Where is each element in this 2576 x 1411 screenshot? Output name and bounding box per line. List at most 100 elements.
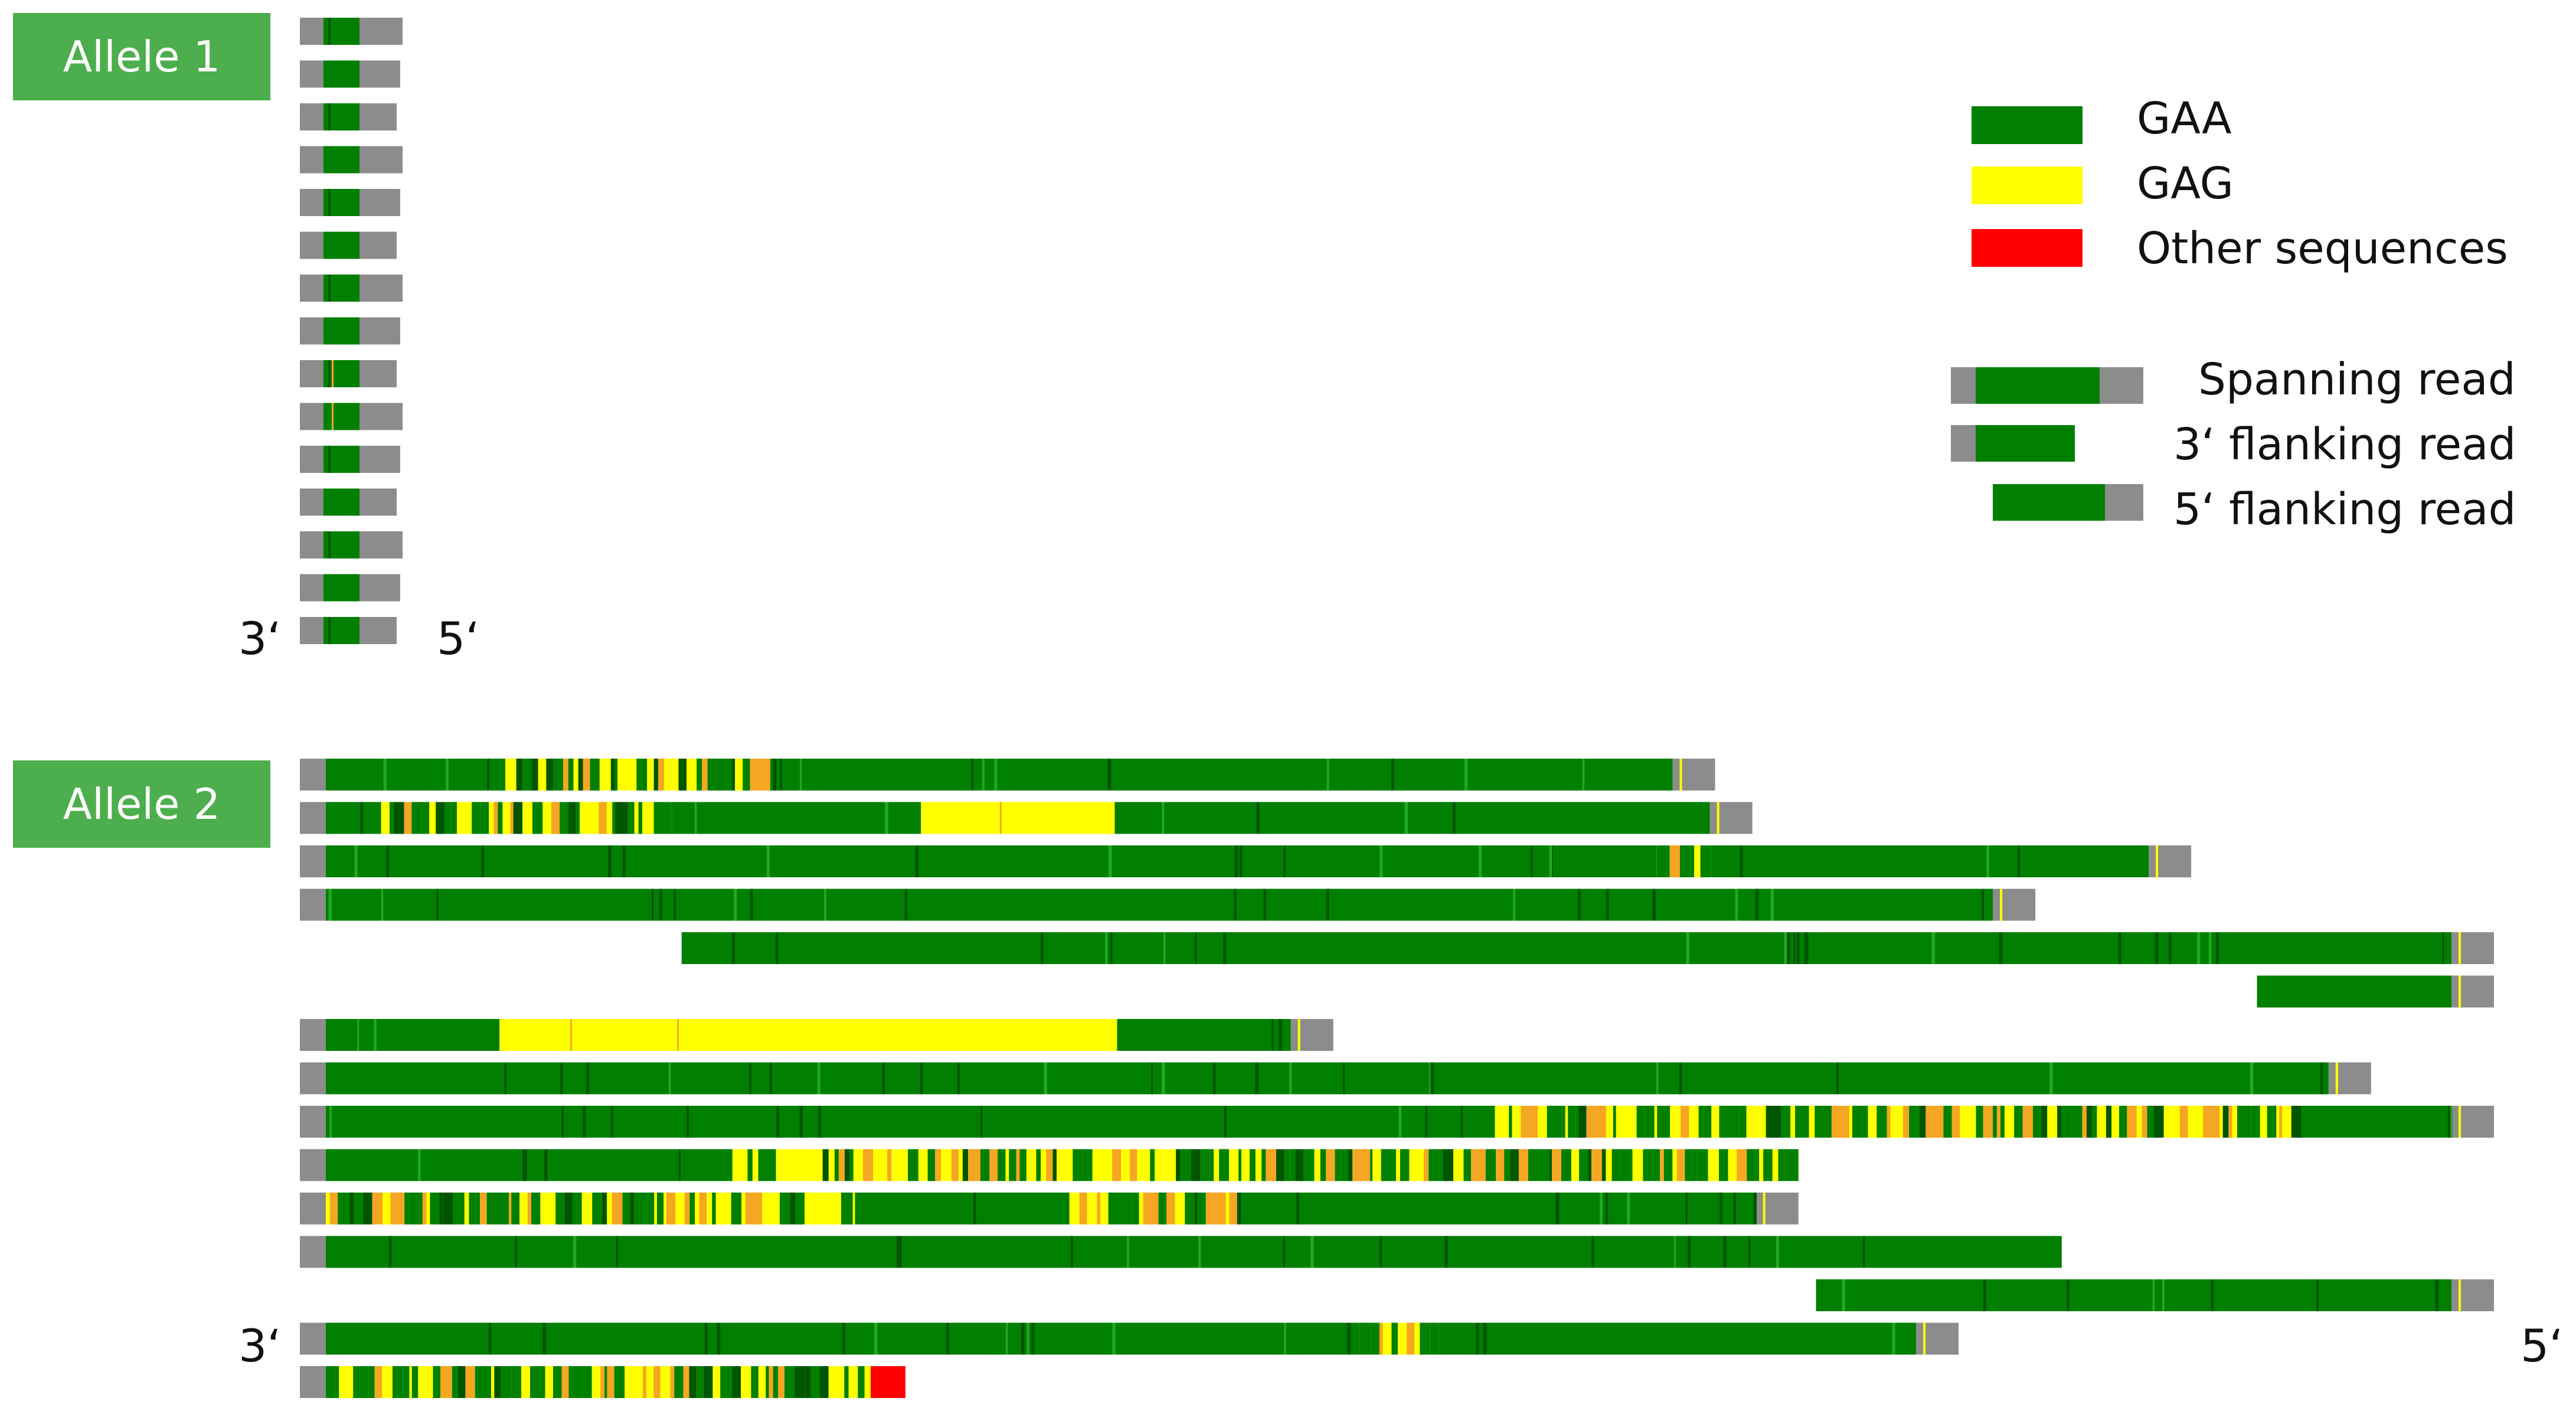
allele2-read-9-mixed-stripe bbox=[2203, 1106, 2212, 1138]
allele2-read-4-gaa-tick bbox=[904, 889, 908, 921]
allele2-read-12-gaa-tick bbox=[897, 1236, 899, 1268]
allele2-read-10-mixed-stripe bbox=[1428, 1149, 1434, 1181]
allele2-read-10-mixed-stripe bbox=[1155, 1149, 1164, 1181]
allele1-read-7-tick bbox=[328, 275, 331, 302]
allele2-read-10-mixed-stripe bbox=[1528, 1149, 1538, 1181]
allele2-read-11-mixed-stripe bbox=[1205, 1193, 1217, 1224]
allele2-read-10-mixed-stripe bbox=[1261, 1149, 1266, 1181]
allele2-read-3-gaa-tick bbox=[1740, 845, 1743, 877]
allele2-read-5-gaa-tick bbox=[1796, 932, 1800, 964]
allele2-read-9-mixed-stripe bbox=[1557, 1106, 1562, 1138]
allele2-read-15-mixed-stripe bbox=[582, 1366, 592, 1398]
allele2-read-15-mixed-stripe bbox=[773, 1366, 778, 1398]
allele2-read-11-mixed-stripe bbox=[622, 1193, 630, 1224]
allele2-read-9-mixed-stripe bbox=[1960, 1106, 1969, 1138]
allele2-read-1-gaa-tick bbox=[779, 759, 782, 791]
allele2-read-2-mixed-stripe bbox=[404, 802, 412, 834]
allele2-read-4-gaa-tick bbox=[1755, 889, 1759, 921]
allele2-read-10-mixed-stripe bbox=[1370, 1149, 1373, 1181]
allele2-read-1-mixed-stripe bbox=[538, 759, 547, 791]
allele2-read-14-gaa-tick bbox=[488, 1322, 492, 1355]
allele2-read-10-mixed-stripe bbox=[1728, 1149, 1737, 1181]
allele2-read-9-mixed-stripe bbox=[1729, 1106, 1740, 1138]
allele2-read-9-mixed-stripe bbox=[1933, 1106, 1944, 1138]
allele2-read-8-gaa-tick bbox=[2049, 1062, 2053, 1095]
allele2-read-10-mixed-stripe bbox=[1016, 1149, 1020, 1181]
allele2-read-15-mixed-stripe bbox=[511, 1366, 522, 1398]
allele2-read-10-mixed-stripe bbox=[1372, 1149, 1381, 1181]
allele2-read-15-mixed-stripe bbox=[545, 1366, 554, 1398]
allele2-read-15-mixed-stripe bbox=[646, 1366, 654, 1398]
allele2-read-9-mixed-stripe bbox=[1943, 1106, 1952, 1138]
allele2-read-10-mixed-stripe bbox=[1191, 1149, 1201, 1181]
allele2-read-9-gaa-tick bbox=[2450, 1106, 2453, 1138]
allele2-read-9-mixed-stripe bbox=[1716, 1106, 1719, 1138]
allele2-read-9-mixed-stripe bbox=[1668, 1106, 1671, 1138]
allele2-read-9-mixed-stripe bbox=[2237, 1106, 2244, 1138]
allele2-read-1-mixed-stripe bbox=[760, 759, 770, 791]
allele2-read-11-mixed-stripe bbox=[1166, 1193, 1175, 1224]
allele2-read-4-gaa-tick bbox=[734, 889, 737, 921]
allele2-read-2-mixed-stripe bbox=[450, 802, 457, 834]
allele2-read-1-mixed-stripe bbox=[623, 759, 633, 791]
allele2-read-3-mixed-stripe bbox=[1690, 845, 1695, 877]
allele2-read-5-gaa-tick bbox=[2442, 932, 2444, 964]
allele2-read-2-mixed-stripe bbox=[599, 802, 607, 834]
allele2-read-13-gaa-tick bbox=[2162, 1279, 2165, 1311]
allele2-read-12-gaa-tick bbox=[616, 1236, 618, 1268]
allele2-read-15-mixed-stripe bbox=[392, 1366, 397, 1398]
allele2-read-9-mixed-stripe bbox=[2192, 1106, 2204, 1138]
allele2-read-9-mixed-stripe bbox=[1794, 1106, 1802, 1138]
allele2-read-12-gaa-tick bbox=[1688, 1236, 1691, 1268]
allele2-read-11-mixed-stripe bbox=[426, 1193, 430, 1224]
allele2-read-3-gaa-tick bbox=[622, 845, 626, 877]
allele2-read-7-gaa-tick bbox=[374, 1019, 377, 1051]
allele2-read-2-mixed-stripe bbox=[606, 802, 613, 834]
allele2-read-3-gaa-segment bbox=[1711, 845, 2149, 877]
allele2-read-9-mixed-stripe bbox=[2097, 1106, 2106, 1138]
allele2-read-11-gaa-tick bbox=[973, 1193, 976, 1224]
allele2-read-14-mixed-stripe bbox=[1371, 1322, 1379, 1355]
allele2-read-14-gaa-tick bbox=[946, 1322, 950, 1355]
allele2-read-1-gaa-tick bbox=[1326, 759, 1329, 791]
allele2-read-9-mixed-stripe bbox=[1926, 1106, 1934, 1138]
allele2-read-2-gaa-tick bbox=[1452, 802, 1456, 834]
allele2-read-15-mixed-stripe bbox=[556, 1366, 562, 1398]
allele2-read-10-mixed-stripe bbox=[941, 1149, 952, 1181]
allele2-read-11-mixed-stripe bbox=[349, 1193, 354, 1224]
allele2-read-13-gaa-segment bbox=[1816, 1279, 2451, 1311]
allele2-read-10-mixed-stripe bbox=[1676, 1149, 1685, 1181]
allele2-read-15-mixed-stripe bbox=[452, 1366, 458, 1398]
allele2-read-10-mixed-stripe bbox=[1696, 1149, 1705, 1181]
allele2-read-5-gaa-tick bbox=[1793, 932, 1796, 964]
allele2-read-9-gaa-tick bbox=[2447, 1106, 2451, 1138]
allele2-read-11-mixed-stripe bbox=[1194, 1193, 1198, 1224]
allele2-read-5-gaa-tick bbox=[1104, 932, 1108, 964]
allele2-read-11-mixed-stripe bbox=[540, 1193, 549, 1224]
allele2-read-11-mixed-stripe bbox=[656, 1193, 664, 1224]
allele2-read-9-mixed-stripe bbox=[1756, 1106, 1761, 1138]
allele2-read-1-mixed-stripe bbox=[636, 759, 642, 791]
allele2-read-11-mixed-stripe bbox=[519, 1193, 528, 1224]
allele2-read-2-gaa-tick bbox=[884, 802, 888, 834]
allele2-read-4-gaa-tick bbox=[824, 889, 826, 921]
allele2-read-2-gaa-segment bbox=[326, 802, 381, 834]
allele2-read-15-mixed-stripe bbox=[614, 1366, 625, 1398]
allele2-read-2-mixed-stripe bbox=[664, 802, 671, 834]
allele2-read-9-mixed-stripe bbox=[1606, 1106, 1613, 1138]
allele2-read-9-mixed-stripe bbox=[2111, 1106, 2119, 1138]
allele2-read-9-gaa-tick bbox=[818, 1106, 821, 1138]
allele2-read-9-mixed-stripe bbox=[2047, 1106, 2055, 1138]
allele2-read-11-mixed-stripe bbox=[1100, 1193, 1109, 1224]
allele2-read-12-gaa-tick bbox=[1283, 1236, 1285, 1268]
allele2-read-4-gaa-segment bbox=[326, 889, 1993, 921]
allele2-read-15-mixed-stripe bbox=[403, 1366, 410, 1398]
allele2-read-9-mixed-stripe bbox=[2086, 1106, 2093, 1138]
allele2-read-4-gaa-tick bbox=[1982, 889, 1984, 921]
allele2-read-9-5prime-tick bbox=[2459, 1106, 2461, 1138]
allele2-read-1-mixed-stripe bbox=[513, 759, 516, 791]
allele2-read-9-mixed-stripe bbox=[2038, 1106, 2041, 1138]
allele1-read-15-tick bbox=[328, 617, 331, 644]
allele2-read-12-gaa-tick bbox=[1444, 1236, 1448, 1268]
allele2-read-4-gaa-tick bbox=[1578, 889, 1581, 921]
